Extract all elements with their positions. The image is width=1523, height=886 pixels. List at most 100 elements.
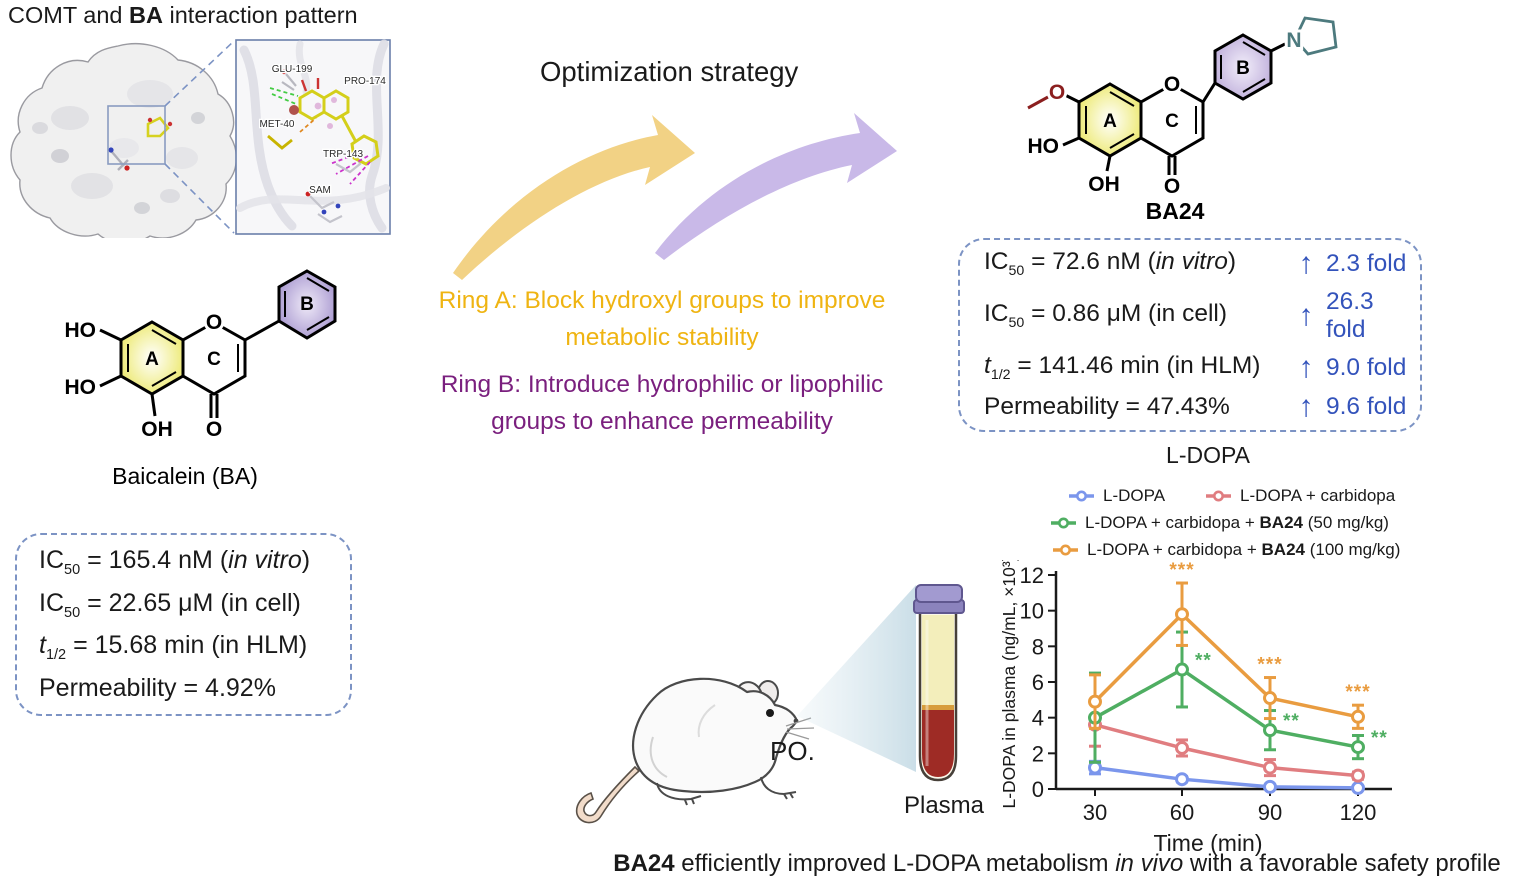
oral-administration-label: PO. — [770, 736, 815, 766]
ba24-properties-box: IC50 = 72.6 nM (in vitro) ↑ 2.3 fold IC5… — [958, 238, 1422, 432]
atom-label-o4: O — [206, 418, 222, 441]
series-line — [1094, 667, 1359, 749]
purple-swoosh-arrow-icon — [655, 113, 897, 260]
data-marker — [1263, 779, 1277, 794]
series-line — [1094, 723, 1359, 778]
chart-title: L-DOPA — [1166, 442, 1250, 468]
atom-label-o1: O — [1164, 73, 1180, 96]
data-marker — [1175, 740, 1189, 755]
significance-stars: ** — [1371, 728, 1388, 749]
ba-permeability: Permeability = 4.92% — [39, 674, 276, 703]
data-marker — [1175, 607, 1189, 622]
ba24-permeability: Permeability = 47.43% — [984, 392, 1230, 420]
residue-label-trp143: TRP-143 — [323, 149, 363, 160]
residue-label-glu199: GLU-199 — [272, 64, 313, 75]
ring-a-strategy-line2: metabolic stability — [565, 324, 759, 351]
data-marker — [1175, 772, 1189, 787]
blood-tube-illustration — [913, 584, 965, 782]
fold-change: 2.3 fold — [1326, 249, 1407, 277]
atom-label-o4: O — [1164, 175, 1180, 198]
significance-stars: *** — [1257, 655, 1282, 676]
residue-label-pro174: PRO-174 — [344, 76, 386, 87]
ba-halflife: t1/2 = 15.68 min (in HLM) — [39, 631, 308, 664]
data-marker — [1263, 691, 1277, 706]
data-marker — [1175, 662, 1189, 677]
legend-marker-icon — [1053, 544, 1078, 556]
ring-a-label: A — [145, 349, 159, 370]
fold-change: 9.0 fold — [1326, 353, 1407, 381]
up-arrow-icon: ↑ — [1298, 389, 1314, 423]
y-tick-label: 10 — [1020, 599, 1044, 624]
atom-label-methoxy-o: O — [1049, 81, 1065, 104]
yellow-swoosh-arrow-icon — [453, 115, 695, 280]
baicalein-caption: Baicalein (BA) — [112, 463, 258, 489]
ring-c-label: C — [207, 349, 221, 370]
data-marker — [1263, 760, 1277, 775]
legend-item-ldopa: L-DOPA — [1068, 486, 1165, 506]
fold-change: 26.3 fold — [1326, 287, 1374, 343]
atom-label-ho7: HO — [65, 319, 97, 342]
x-tick-label: 90 — [1258, 800, 1282, 825]
atom-label-ho6: HO — [65, 376, 97, 399]
legend-item-ba24-100: L-DOPA + carbidopa + BA24 (100 mg/kg) — [1052, 540, 1400, 560]
ring-a-strategy-line1: Ring A: Block hydroxyl groups to improve — [438, 287, 886, 314]
series-line — [1094, 765, 1359, 790]
data-marker — [1088, 694, 1102, 709]
legend-marker-icon — [1069, 490, 1094, 502]
atom-label-n: N — [1286, 29, 1301, 52]
data-marker — [1263, 723, 1277, 738]
ba24-caption: BA24 — [1146, 198, 1205, 224]
ba-properties-box: IC50 = 165.4 nM (in vitro) IC50 = 22.65 … — [15, 533, 352, 716]
legend-marker-icon — [1051, 517, 1076, 529]
data-marker — [1351, 768, 1365, 783]
plasma-label: Plasma — [903, 792, 985, 819]
legend-label: L-DOPA + carbidopa — [1240, 486, 1396, 505]
ring-b-strategy-line2: groups to enhance permeability — [491, 408, 833, 435]
up-arrow-icon: ↑ — [1298, 350, 1314, 384]
fold-change: 9.6 fold — [1326, 392, 1407, 420]
ba-ic50-cell: IC50 = 22.65 μM (in cell) — [39, 588, 301, 621]
data-marker — [1351, 740, 1365, 755]
significance-stars: ** — [1283, 711, 1300, 732]
up-arrow-icon: ↑ — [1298, 298, 1314, 332]
strategy-title: Optimization strategy — [540, 56, 799, 87]
figure-title: COMT and BA interaction pattern — [8, 2, 358, 28]
atom-label-oh5: OH — [141, 418, 173, 441]
atom-label-ho6: HO — [1028, 135, 1060, 158]
ba24-ic50-cell-row: IC50 = 0.86 μM (in cell) ↑ 26.3 fold — [984, 288, 1412, 344]
mouse-eye — [766, 709, 774, 717]
legend-marker-icon — [1206, 490, 1232, 502]
legend-label: L-DOPA — [1103, 486, 1166, 505]
ring-a-strategy-text: Ring A: Block hydroxyl groups to improve… — [422, 282, 902, 356]
x-tick-label: 30 — [1083, 800, 1107, 825]
legend-label: L-DOPA + carbidopa + BA24 (100 mg/kg) — [1087, 540, 1401, 559]
y-tick-label: 2 — [1032, 741, 1044, 766]
ba24-permeability-row: Permeability = 47.43% ↑ 9.6 fold — [984, 389, 1412, 423]
y-tick-label: 12 — [1020, 563, 1044, 588]
y-tick-label: 6 — [1032, 670, 1044, 695]
significance-stars: *** — [1345, 682, 1370, 703]
x-tick-label: 120 — [1340, 800, 1377, 825]
legend-item-ba24-50: L-DOPA + carbidopa + BA24 (50 mg/kg) — [1050, 513, 1389, 533]
ring-c-label: C — [1165, 111, 1179, 132]
mouse-illustration — [575, 677, 815, 824]
baicalein-structure: HO HO OH O O A C B Baicalein (BA) — [62, 269, 337, 489]
comt-protein-illustration: GLU-199 PRO-174 MET-40 TRP-143 SAM — [10, 39, 391, 238]
ba24-structure: N O HO OH O O A C B BA24 — [1025, 16, 1338, 224]
pyrrolidine-ring — [1293, 16, 1338, 56]
ring-a-label: A — [1103, 111, 1117, 132]
ba24-halflife-row: t1/2 = 141.46 min (in HLM) ↑ 9.0 fold — [984, 352, 1412, 383]
inset-connector-line — [164, 40, 235, 107]
blood-layer — [922, 710, 954, 777]
x-axis-label: Time (min) — [1153, 830, 1262, 856]
ba-ic50-vitro: IC50 = 165.4 nM (in vitro) — [39, 545, 311, 578]
chart-legend: L-DOPA L-DOPA + carbidopa L-DOPA + carbi… — [1050, 486, 1400, 567]
mouse-tail — [575, 765, 641, 824]
inset-connector-line — [164, 163, 235, 234]
data-marker — [1351, 709, 1365, 724]
y-axis-label: L-DOPA in plasma (ng/mL, ×10³) — [1000, 560, 1019, 809]
y-tick-label: 8 — [1032, 634, 1044, 659]
strategy-arrows — [453, 113, 897, 280]
